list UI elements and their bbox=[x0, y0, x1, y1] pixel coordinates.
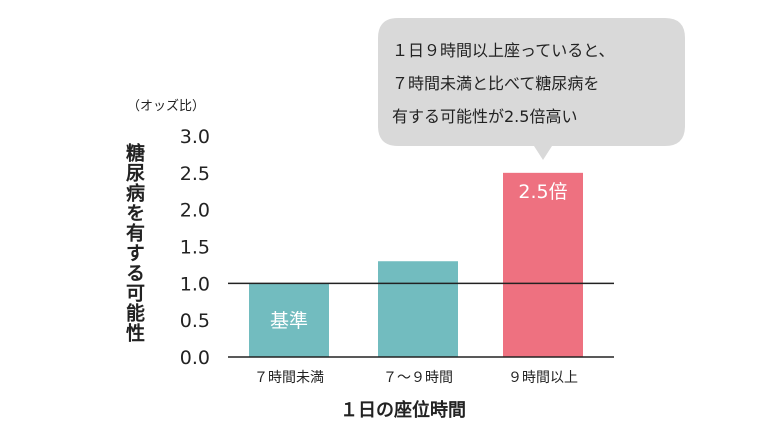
bar bbox=[378, 261, 458, 357]
y-axis-ticks: 0.0 0.5 1.0 1.5 2.0 2.5 3.0 bbox=[180, 126, 210, 369]
y-tick-label: 0.0 bbox=[180, 347, 210, 369]
y-axis-unit: （オッズ比） bbox=[127, 98, 205, 114]
y-tick-label: 0.5 bbox=[180, 310, 210, 332]
bar-label: 基準 bbox=[270, 310, 308, 332]
bars bbox=[249, 172, 583, 357]
bar-label: 2.5倍 bbox=[518, 181, 567, 203]
y-axis-title: 糖尿病を有する可能性 bbox=[123, 143, 145, 343]
x-axis-title: １日の座位時間 bbox=[340, 399, 466, 421]
bar-labels: 基準 2.5倍 bbox=[270, 181, 568, 332]
y-tick-label: 3.0 bbox=[180, 126, 210, 148]
callout-bubble bbox=[378, 18, 685, 160]
x-axis-categories: ７時間未満 ７～９時間 ９時間以上 bbox=[254, 370, 578, 386]
y-tick-label: 1.5 bbox=[180, 237, 210, 259]
y-tick-label: 2.0 bbox=[180, 200, 210, 222]
bar bbox=[503, 172, 583, 357]
bar bbox=[249, 283, 329, 357]
y-tick-label: 2.5 bbox=[180, 163, 210, 185]
callout-text: １日９時間以上座っていると、 ７時間未満と比べて糖尿病を 有する可能性が2.5倍… bbox=[392, 34, 672, 133]
x-category-label: ７～９時間 bbox=[383, 370, 453, 386]
callout-line: ７時間未満と比べて糖尿病を bbox=[392, 74, 600, 93]
x-category-label: ９時間以上 bbox=[508, 370, 578, 386]
y-tick-label: 1.0 bbox=[180, 273, 210, 295]
callout-line: １日９時間以上座っていると、 bbox=[392, 41, 615, 60]
x-category-label: ７時間未満 bbox=[254, 370, 324, 386]
callout-line: 有する可能性が2.5倍高い bbox=[392, 107, 578, 126]
